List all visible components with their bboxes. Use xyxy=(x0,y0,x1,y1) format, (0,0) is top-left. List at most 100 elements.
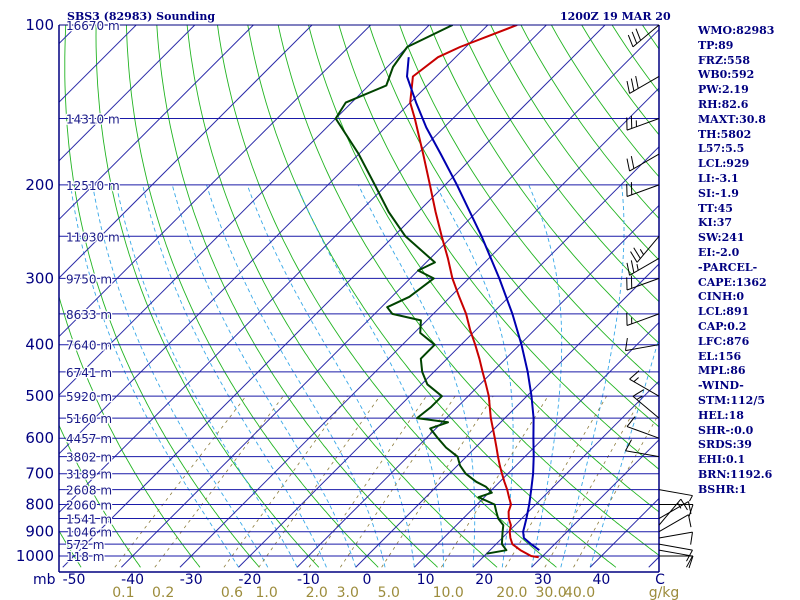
dry-adiabat xyxy=(64,25,260,568)
index-line: L57:5.5 xyxy=(698,142,745,156)
temperature-tick-label: -30 xyxy=(180,572,203,588)
wind-barb xyxy=(658,489,693,502)
mixing-ratio-label: 0.2 xyxy=(152,585,174,600)
index-line: LCL:891 xyxy=(698,305,750,319)
wind-barb xyxy=(658,531,693,545)
temperature-line xyxy=(409,25,539,559)
temperature-tick-label: 20 xyxy=(475,572,493,588)
dewpoint-line xyxy=(334,25,508,555)
index-line: SW:241 xyxy=(698,231,745,245)
moist-adiabat xyxy=(171,184,357,568)
moist-adiabat xyxy=(206,184,386,568)
index-line: EI:-2.0 xyxy=(698,245,740,259)
dry-adiabat xyxy=(59,424,141,568)
temperature-tick-label: 0 xyxy=(363,572,372,588)
moist-adiabat xyxy=(70,184,239,568)
index-line: LFC:876 xyxy=(698,334,750,348)
index-line: PW:2.19 xyxy=(698,83,749,97)
moist-adiabat xyxy=(142,184,327,568)
wind-barb xyxy=(630,235,660,263)
wind-barb xyxy=(626,153,660,172)
height-label: 572 m xyxy=(66,538,104,552)
wind-barb xyxy=(659,504,694,517)
mixing-ratio-label: 40.0 xyxy=(564,585,595,600)
height-label: 3802 m xyxy=(66,451,112,465)
index-line: FRZ:558 xyxy=(698,53,751,67)
wind-barb xyxy=(626,115,660,131)
mixing-ratio-label: 20.0 xyxy=(496,585,527,600)
height-label: 7640 m xyxy=(66,339,112,353)
index-line: RH:82.6 xyxy=(698,97,749,111)
height-label: 11030 m xyxy=(66,230,120,244)
isotherm xyxy=(62,25,606,568)
pressure-label: 700 xyxy=(25,465,54,483)
index-line: EHI:0.1 xyxy=(698,453,746,467)
height-label: 3189 m xyxy=(66,468,112,482)
station-title: SBS3 (82983) Sounding xyxy=(67,10,215,23)
temperature-tick-label: 40 xyxy=(592,572,610,588)
isotherm xyxy=(296,204,659,568)
index-line: MAXT:30.8 xyxy=(698,112,766,126)
dry-adiabat xyxy=(308,25,659,513)
mixing-ratio-line xyxy=(544,395,643,568)
index-line: MPL:86 xyxy=(698,364,746,378)
moist-adiabat xyxy=(115,184,298,568)
pressure-label: 800 xyxy=(25,496,54,514)
wind-barb xyxy=(626,257,660,276)
dry-adiabat xyxy=(217,25,557,568)
dry-adiabat xyxy=(59,294,201,568)
pressure-label: 200 xyxy=(25,176,54,194)
wind-barb xyxy=(625,338,660,352)
height-label: 2060 m xyxy=(66,499,112,513)
mixing-ratio-line xyxy=(441,395,549,568)
pressure-label: 1000 xyxy=(16,547,54,565)
temperature-tick-label: 30 xyxy=(534,572,552,588)
height-label: 9750 m xyxy=(66,272,112,286)
isotherm xyxy=(59,25,372,338)
mixing-ratio-label: 30.0 xyxy=(535,585,566,600)
dry-adiabat xyxy=(125,25,379,568)
moist-adiabat xyxy=(246,184,415,568)
pressure-label: 300 xyxy=(25,269,54,287)
mixing-ratio-label: 3.0 xyxy=(337,585,359,600)
wind-barb xyxy=(632,389,660,419)
index-line: WB0:592 xyxy=(698,68,755,82)
isotherm xyxy=(59,25,255,221)
isotherm xyxy=(355,263,659,568)
height-label: 1541 m xyxy=(66,513,112,527)
pressure-label: 400 xyxy=(25,336,54,354)
isotherm xyxy=(59,25,313,279)
moist-adiabat xyxy=(357,184,476,568)
mixing-ratio-unit-label: g/kg xyxy=(649,585,680,600)
index-line: CAP:0.2 xyxy=(698,319,747,333)
temperature-tick-label: -50 xyxy=(63,572,86,588)
isotherm xyxy=(413,321,659,568)
wind-barb xyxy=(629,370,660,397)
mixing-ratio-label: 10.0 xyxy=(433,585,464,600)
index-line: SRDS:39 xyxy=(698,438,752,452)
mixing-ratio-line xyxy=(114,395,247,568)
wind-barb xyxy=(658,543,693,562)
mixing-ratio-label: 2.0 xyxy=(306,585,328,600)
height-label: 1046 m xyxy=(66,526,112,540)
moist-adiabat xyxy=(296,184,445,568)
height-label: 2608 m xyxy=(66,484,112,498)
index-line: EL:156 xyxy=(698,349,742,363)
mixing-ratio-label: 0.6 xyxy=(221,585,243,600)
isotherm xyxy=(59,25,196,162)
wind-barbs xyxy=(625,24,694,569)
temperature-tick-label: -20 xyxy=(238,572,261,588)
sounding-series xyxy=(334,25,540,559)
index-line: BSHR:1 xyxy=(698,482,747,496)
pressure-label: 500 xyxy=(25,387,54,405)
isotherm xyxy=(59,25,548,514)
index-line: KI:37 xyxy=(698,216,733,230)
index-line: LI:-3.1 xyxy=(698,171,739,185)
index-line: TT:45 xyxy=(698,201,733,215)
height-label: 12510 m xyxy=(66,179,120,193)
dry-adiabat xyxy=(277,25,659,556)
height-label: 14310 m xyxy=(66,113,120,127)
dry-adiabat xyxy=(95,25,320,568)
index-line: HEL:18 xyxy=(698,408,744,422)
